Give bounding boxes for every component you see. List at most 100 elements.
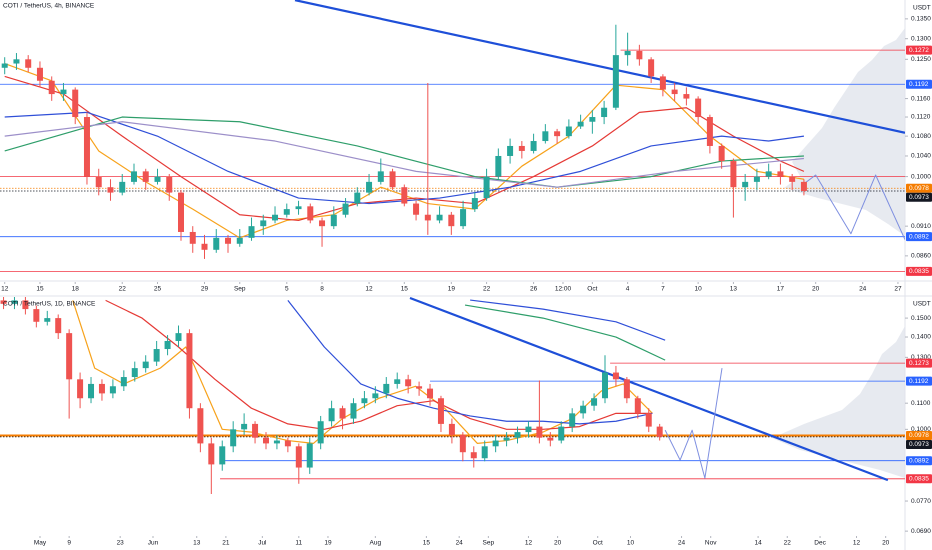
candle-body (580, 405, 587, 414)
axis-unit: USDT (913, 5, 931, 12)
price-tag (906, 79, 932, 89)
y-tick-label: 0.1350 (911, 16, 931, 23)
candle-body (142, 361, 149, 369)
x-tick-label: 27 (894, 286, 902, 293)
y-tick-label: 0.1100 (911, 400, 931, 407)
x-tick-label: 10 (695, 286, 703, 293)
candle-body (405, 379, 412, 387)
x-tick-label: 19 (448, 286, 456, 293)
candle-body (95, 176, 102, 188)
price-tag (906, 192, 932, 202)
candle-body (83, 117, 90, 177)
candle-body (525, 426, 532, 433)
y-tick-label: 0.1120 (911, 114, 931, 121)
candle-body (60, 89, 67, 95)
candle-body (624, 50, 631, 56)
candle-body (424, 214, 431, 221)
candle-body (471, 198, 478, 210)
x-tick-label: 14 (754, 540, 762, 547)
candle-body (503, 437, 510, 441)
candle-body (753, 176, 760, 182)
x-tick-label: 20 (554, 540, 562, 547)
candle-body (612, 55, 619, 108)
candle-body (416, 386, 423, 389)
price-tag (906, 358, 932, 368)
candle-body (284, 440, 291, 447)
candle-body (36, 67, 43, 81)
chart-title: COTI / TetherUS, 4h, BINANCE (3, 3, 95, 10)
x-tick-label: 22 (119, 286, 127, 293)
candle-body (260, 220, 267, 227)
x-tick-label: Oct (593, 540, 603, 547)
candle-body (648, 59, 655, 77)
candle-body (481, 446, 488, 459)
axes: 0.1350 0.1300 0.1250 0.1160 0.1120 0.1080 0.10… (1, 16, 932, 547)
x-tick-label: 5 (285, 286, 289, 293)
candle-body (394, 379, 401, 384)
candle-body (1, 63, 8, 68)
chart-title: COTI / TetherUS, 1D, BINANCE (3, 301, 96, 308)
x-tick-label: 15 (401, 286, 409, 293)
candle-body (483, 176, 490, 199)
price-tag (906, 183, 932, 193)
candle-body (154, 176, 161, 182)
x-tick-label: 4 (626, 286, 630, 293)
x-tick-label: 15 (36, 286, 44, 293)
y-tick-label: 0.1400 (911, 334, 931, 341)
x-tick-label: 12 (1, 286, 9, 293)
x-tick-label: 24 (456, 540, 464, 547)
candle-body (350, 403, 357, 419)
y-tick-label: 0.1000 (911, 173, 931, 180)
candle-body (377, 171, 384, 182)
x-tick-label: 29 (201, 286, 209, 293)
x-tick-label: 17 (777, 286, 785, 293)
candle-body (339, 408, 346, 419)
candle-body (317, 421, 324, 444)
price-tag (906, 232, 932, 242)
candle-body (201, 243, 208, 250)
volume-profile (772, 326, 905, 478)
candle-body (189, 231, 196, 244)
line-ma (470, 299, 666, 341)
candle-body (248, 226, 255, 238)
candle-body (558, 426, 565, 441)
candle-body (591, 398, 598, 406)
candle-body (175, 333, 182, 341)
candle-body (241, 423, 248, 430)
line-ma (4, 111, 805, 205)
x-tick-label: Jul (258, 540, 267, 547)
x-tick-label: 7 (661, 286, 665, 293)
candle-body (460, 209, 467, 227)
x-tick-label: 24 (859, 286, 867, 293)
candle-body (389, 171, 396, 188)
candle-body (131, 368, 138, 378)
candle-body (109, 386, 116, 394)
price-tag-label: 0.0973 (909, 194, 929, 201)
candle-body (33, 309, 40, 322)
candle-body (636, 50, 643, 60)
candle-body (306, 443, 313, 468)
x-tick-label: 20 (812, 286, 820, 293)
x-tick-label: 11 (295, 540, 302, 547)
candle-body (565, 126, 572, 137)
candle-body (800, 181, 807, 191)
candle-body (295, 206, 302, 210)
x-tick-label: Nov (705, 540, 717, 547)
price-tag-label: 0.0978 (909, 432, 929, 439)
candle-body (48, 80, 55, 95)
x-tick-label: 19 (324, 540, 332, 547)
x-tick-label: 12:00 (555, 286, 572, 293)
x-tick-label: 13 (193, 540, 201, 547)
price-tag-label: 0.0835 (909, 476, 929, 483)
y-tick-label: 0.0770 (911, 498, 931, 505)
y-tick-label: 0.1040 (911, 153, 931, 160)
y-tick-label: 0.1160 (911, 95, 931, 102)
candle-body (328, 408, 335, 422)
candle-body (319, 220, 326, 227)
candle-body (72, 89, 79, 118)
x-tick-label: 22 (483, 286, 491, 293)
candle-body (208, 443, 215, 465)
candle-body (459, 434, 466, 453)
x-tick-label: Aug (370, 540, 382, 547)
x-tick-label: 25 (154, 286, 162, 293)
